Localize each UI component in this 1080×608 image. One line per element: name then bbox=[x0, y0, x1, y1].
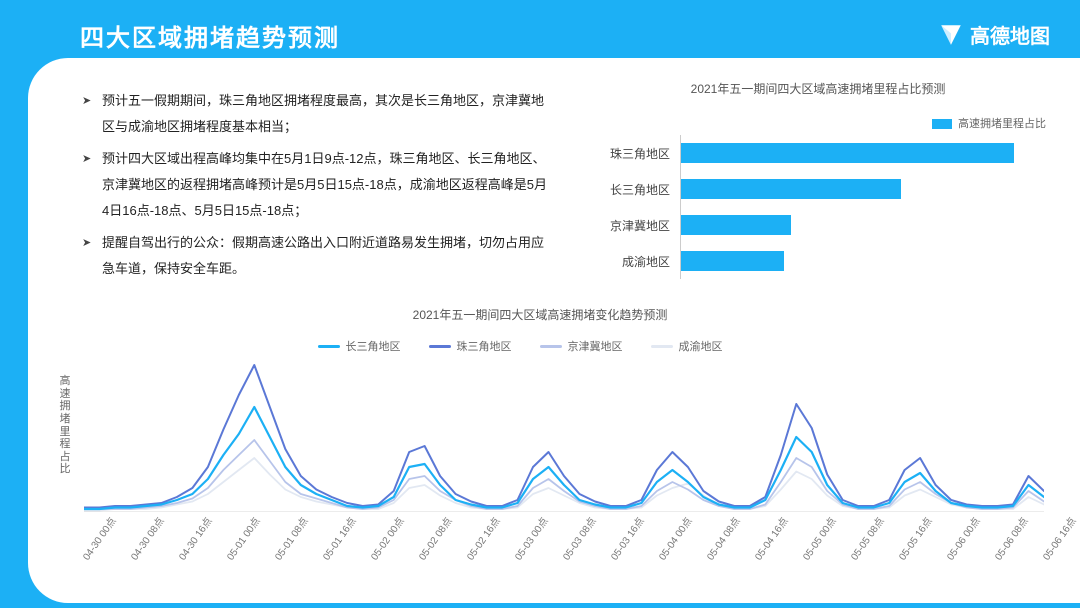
bar-category-label: 成渝地区 bbox=[590, 253, 680, 270]
bar-row: 京津冀地区 bbox=[590, 207, 1046, 243]
legend-swatch bbox=[429, 345, 451, 348]
x-tick-label: 05-05 08点 bbox=[846, 513, 887, 562]
bar-category-label: 珠三角地区 bbox=[590, 145, 680, 162]
bar-chart-legend: 高速拥堵里程占比 bbox=[590, 115, 1046, 131]
x-tick-label: 04-30 08点 bbox=[126, 513, 167, 562]
bar-category-label: 京津冀地区 bbox=[590, 217, 680, 234]
x-tick-label: 05-01 08点 bbox=[270, 513, 311, 562]
x-tick-label: 05-02 00点 bbox=[366, 513, 407, 562]
x-tick-label: 05-02 16点 bbox=[462, 513, 503, 562]
line-chart-xlabels: 04-30 00点04-30 08点04-30 16点05-01 00点05-0… bbox=[84, 512, 1044, 582]
bar-chart: 2021年五一期间四大区域高速拥堵里程占比预测 高速拥堵里程占比 珠三角地区长三… bbox=[590, 80, 1046, 279]
bar bbox=[681, 215, 791, 235]
bar bbox=[681, 251, 784, 271]
legend-item: 京津冀地区 bbox=[540, 338, 623, 354]
x-tick-label: 05-05 00点 bbox=[798, 513, 839, 562]
legend-swatch bbox=[318, 345, 340, 348]
legend-label: 珠三角地区 bbox=[457, 338, 512, 354]
legend-item: 珠三角地区 bbox=[429, 338, 512, 354]
bar-chart-rows: 珠三角地区长三角地区京津冀地区成渝地区 bbox=[590, 135, 1046, 279]
x-tick-label: 05-03 08点 bbox=[558, 513, 599, 562]
bar-row: 成渝地区 bbox=[590, 243, 1046, 279]
x-tick-label: 05-04 16点 bbox=[750, 513, 791, 562]
bar bbox=[681, 179, 901, 199]
bar-category-label: 长三角地区 bbox=[590, 181, 680, 198]
x-tick-label: 05-02 08点 bbox=[414, 513, 455, 562]
line-chart-legend: 长三角地区 珠三角地区 京津冀地区 成渝地区 bbox=[0, 338, 1040, 354]
legend-label: 京津冀地区 bbox=[568, 338, 623, 354]
bar-track bbox=[680, 207, 1046, 243]
legend-item: 成渝地区 bbox=[651, 338, 723, 354]
line-chart-ylabel: 高速拥堵里程占比 bbox=[58, 375, 72, 476]
legend-label: 成渝地区 bbox=[679, 338, 723, 354]
x-tick-label: 05-01 16点 bbox=[318, 513, 359, 562]
legend-item: 长三角地区 bbox=[318, 338, 401, 354]
legend-swatch bbox=[540, 345, 562, 348]
x-tick-label: 05-01 00点 bbox=[222, 513, 263, 562]
bullet-item: 预计四大区域出程高峰均集中在5月1日9点-12点，珠三角地区、长三角地区、京津冀… bbox=[82, 146, 552, 224]
brand-logo: 高德地图 bbox=[938, 20, 1050, 49]
legend-swatch bbox=[932, 119, 952, 129]
bullet-item: 预计五一假期期间，珠三角地区拥堵程度最高，其次是长三角地区，京津冀地区与成渝地区… bbox=[82, 88, 552, 140]
bar-row: 珠三角地区 bbox=[590, 135, 1046, 171]
x-tick-label: 04-30 16点 bbox=[174, 513, 215, 562]
bar-track bbox=[680, 243, 1046, 279]
bar-track bbox=[680, 135, 1046, 171]
bar-chart-title: 2021年五一期间四大区域高速拥堵里程占比预测 bbox=[590, 80, 1046, 97]
x-tick-label: 04-30 00点 bbox=[78, 513, 119, 562]
brand-logo-text: 高德地图 bbox=[970, 20, 1050, 49]
amap-logo-icon bbox=[938, 22, 964, 48]
bar-row: 长三角地区 bbox=[590, 171, 1046, 207]
summary-bullets: 预计五一假期期间，珠三角地区拥堵程度最高，其次是长三角地区，京津冀地区与成渝地区… bbox=[82, 88, 552, 288]
x-tick-label: 05-04 00点 bbox=[654, 513, 695, 562]
legend-label: 长三角地区 bbox=[346, 338, 401, 354]
x-tick-label: 05-06 00点 bbox=[942, 513, 983, 562]
x-tick-label: 05-04 08点 bbox=[702, 513, 743, 562]
line-chart-title: 2021年五一期间四大区域高速拥堵变化趋势预测 bbox=[0, 306, 1080, 323]
x-tick-label: 05-03 00点 bbox=[510, 513, 551, 562]
legend-swatch bbox=[651, 345, 673, 348]
x-tick-label: 05-03 16点 bbox=[606, 513, 647, 562]
bar-track bbox=[680, 171, 1046, 207]
page-title: 四大区域拥堵趋势预测 bbox=[80, 18, 340, 53]
line-chart-plot bbox=[84, 362, 1044, 512]
legend-label: 高速拥堵里程占比 bbox=[958, 118, 1046, 130]
bullet-item: 提醒自驾出行的公众：假期高速公路出入口附近道路易发生拥堵，切勿占用应急车道，保持… bbox=[82, 230, 552, 282]
x-tick-label: 05-05 16点 bbox=[894, 513, 935, 562]
bar bbox=[681, 143, 1014, 163]
x-tick-label: 05-06 08点 bbox=[990, 513, 1031, 562]
